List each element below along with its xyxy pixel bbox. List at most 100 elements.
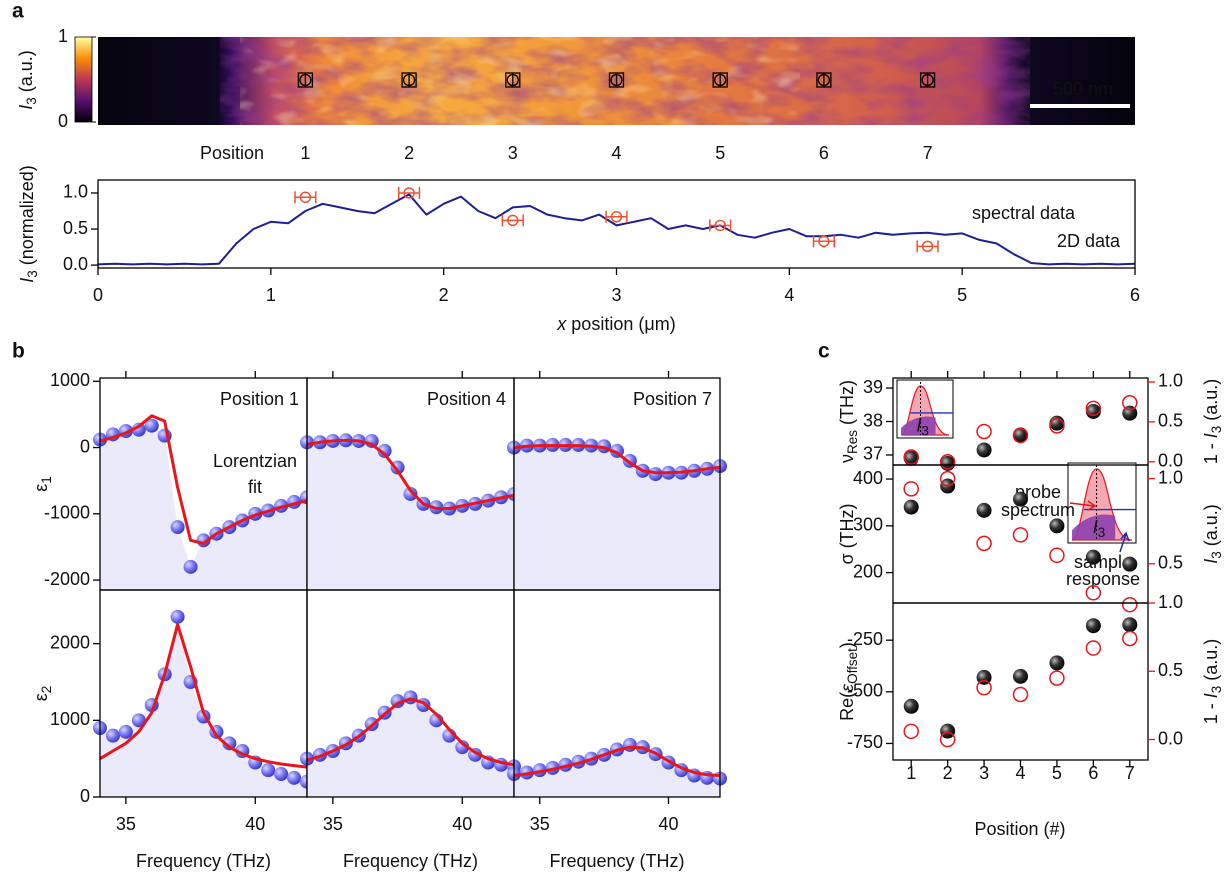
x-tick-label: 5 <box>957 285 967 305</box>
text-part: Re( <box>837 692 857 721</box>
point <box>171 520 185 534</box>
text-part: 3 <box>25 270 40 278</box>
y-tick-label: 39 <box>863 377 883 397</box>
text-part: 3 <box>921 423 929 438</box>
point <box>1013 669 1028 684</box>
text-part: (normalized) <box>17 165 37 270</box>
text-part: ε <box>31 693 51 701</box>
x-tick-label: 35 <box>116 814 136 834</box>
y2-axis-label: 1 - I3 (a.u.) <box>1201 379 1224 465</box>
x-tick-label: 4 <box>1015 763 1025 783</box>
position-number: 4 <box>611 143 621 163</box>
plot <box>507 438 727 590</box>
point <box>1086 404 1101 419</box>
point <box>1014 528 1028 542</box>
figure: a01234560.00.51.0I3 (normalized)x positi… <box>0 0 1232 884</box>
text-part: (a.u.) <box>16 50 36 97</box>
point <box>1086 641 1100 655</box>
point <box>1050 548 1064 562</box>
x-tick-label: 3 <box>611 285 621 305</box>
position-number: 7 <box>923 143 933 163</box>
y-tick-label: 300 <box>853 515 883 535</box>
y-tick-label: 1000 <box>50 370 90 390</box>
x-tick-label: 7 <box>1125 763 1135 783</box>
y-axis-label: νRes (THz) <box>837 380 860 463</box>
plot <box>300 690 521 797</box>
point <box>1013 492 1028 507</box>
point <box>1086 618 1101 633</box>
x-tick-label: 4 <box>784 285 794 305</box>
text-part: 3 <box>1209 551 1224 559</box>
text-part: 3 <box>1209 686 1224 694</box>
point <box>171 610 185 624</box>
annotation: fit <box>248 477 262 497</box>
colorbar-tick-label: 1 <box>58 26 68 46</box>
text-part: ν <box>837 454 857 463</box>
x-tick-label: 1 <box>266 285 276 305</box>
y-tick-label: 1000 <box>50 709 90 729</box>
panel-label: b <box>12 340 25 363</box>
point <box>184 560 198 574</box>
plot <box>93 416 314 590</box>
point <box>274 767 288 781</box>
legend-label: spectral data <box>972 203 1076 223</box>
y-tick-label: 2000 <box>50 632 90 652</box>
x-tick-label: 3 <box>979 763 989 783</box>
text-part: 2 <box>39 686 54 694</box>
y2-tick-label: 1.0 <box>1158 371 1183 391</box>
panel-label: c <box>818 340 830 363</box>
x-tick-label: 35 <box>323 814 343 834</box>
text-part: Res <box>845 430 860 454</box>
x-tick-label: 6 <box>1088 763 1098 783</box>
colorbar <box>75 37 92 122</box>
x-tick-label: 40 <box>452 814 472 834</box>
x-axis-label: Frequency (THz) <box>343 851 478 871</box>
y2-tick-label: 1.0 <box>1158 467 1183 487</box>
point <box>940 724 955 739</box>
annotation: Lorentzian <box>213 451 297 471</box>
x-tick-label: 2 <box>943 763 953 783</box>
y-axis-label: ε2 <box>31 686 54 702</box>
plot <box>507 738 727 797</box>
y-axis-label: Re(εOffset) <box>837 642 860 721</box>
text-part: ε <box>31 484 51 492</box>
point <box>904 724 918 738</box>
y-tick-label: -1000 <box>44 503 90 523</box>
text-part: 3 <box>1209 426 1224 434</box>
x-axis-label: Position (#) <box>974 819 1065 839</box>
text-part: 1 <box>39 476 54 484</box>
y-tick-label: 0.5 <box>63 218 88 238</box>
point <box>106 729 120 743</box>
plot <box>904 617 1138 746</box>
point <box>1049 416 1064 431</box>
panel-title: Position 1 <box>220 389 299 409</box>
x-tick-label: 1 <box>906 763 916 783</box>
text-part: (a.u.) <box>1201 379 1221 426</box>
legend-label: 2D data <box>1057 231 1121 251</box>
y2-axis-label: 1 - I3 (a.u.) <box>1201 639 1224 725</box>
x-tick-label: 6 <box>1130 285 1140 305</box>
text-part: (THz) <box>837 380 857 430</box>
y-tick-label: 200 <box>853 561 883 581</box>
frame <box>98 180 1135 268</box>
y-axis-label: σ (THz) <box>837 503 857 564</box>
annotation: spectrum <box>1001 500 1075 520</box>
text-part: 3 <box>24 97 39 105</box>
point <box>977 503 992 518</box>
scale-bar-label: 500 nm <box>1053 79 1113 99</box>
area <box>307 440 514 590</box>
x-tick-label: 0 <box>93 285 103 305</box>
panel-title: Position 7 <box>633 389 712 409</box>
x-tick-label: 5 <box>1052 763 1062 783</box>
y-axis-label: ε1 <box>31 476 54 492</box>
point <box>977 424 991 438</box>
point <box>287 771 301 785</box>
y-tick-label: -2000 <box>44 569 90 589</box>
y-tick-label: 38 <box>863 410 883 430</box>
point <box>904 500 919 515</box>
position-number: 5 <box>715 143 725 163</box>
y-axis-label: I3 (normalized) <box>17 165 40 283</box>
text-part: (a.u.) <box>1201 504 1221 551</box>
point <box>1086 550 1101 565</box>
position-label: Position <box>200 143 264 163</box>
